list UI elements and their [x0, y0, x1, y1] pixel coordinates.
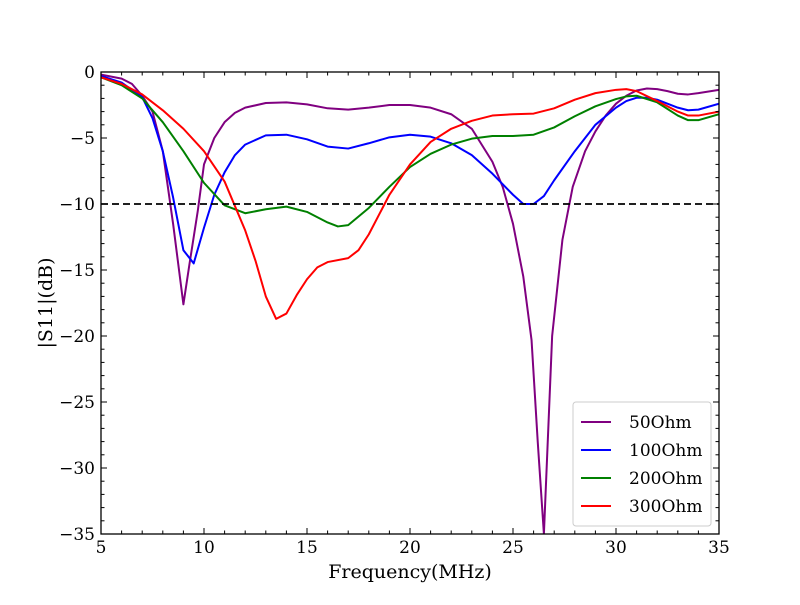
legend-box	[572, 401, 712, 527]
legend-label-300ohm: 300Ohm	[629, 497, 702, 517]
x-tick-label: 15	[296, 538, 318, 558]
y-tick-label: −25	[59, 393, 95, 413]
y-tick-label: −20	[59, 327, 95, 347]
x-tick-label: 10	[193, 538, 215, 558]
y-tick-label: −5	[70, 129, 95, 149]
legend-label-100ohm: 100Ohm	[629, 441, 702, 461]
y-tick-label: −35	[59, 525, 95, 545]
series-line-100ohm	[101, 74, 719, 265]
y-tick-label: −30	[59, 459, 95, 479]
legend: 50Ohm 100Ohm 200Ohm 300Ohm	[572, 401, 712, 527]
legend-label-200ohm: 200Ohm	[629, 469, 702, 489]
x-tick-label: 30	[605, 538, 627, 558]
x-tick-label: 35	[708, 538, 730, 558]
y-tick-label: −15	[59, 261, 95, 281]
series-layer	[101, 73, 719, 534]
legend-label-50ohm: 50Ohm	[629, 413, 692, 433]
series-line-300ohm	[101, 76, 719, 320]
series-line-200ohm	[101, 76, 719, 228]
axis-tick-labels: 5 10 15 20 25 30 35 0 −5 −10 −15 −20 −25 −30 −35	[59, 63, 730, 558]
y-tick-label: 0	[84, 63, 95, 83]
x-tick-label: 25	[502, 538, 524, 558]
y-axis-label: |S11|(dB)	[35, 258, 57, 349]
x-tick-label: 20	[399, 538, 421, 558]
y-tick-label: −10	[59, 195, 95, 215]
x-axis-label: Frequency(MHz)	[328, 561, 492, 583]
x-tick-label: 5	[96, 538, 107, 558]
axis-ticks	[100, 71, 720, 535]
